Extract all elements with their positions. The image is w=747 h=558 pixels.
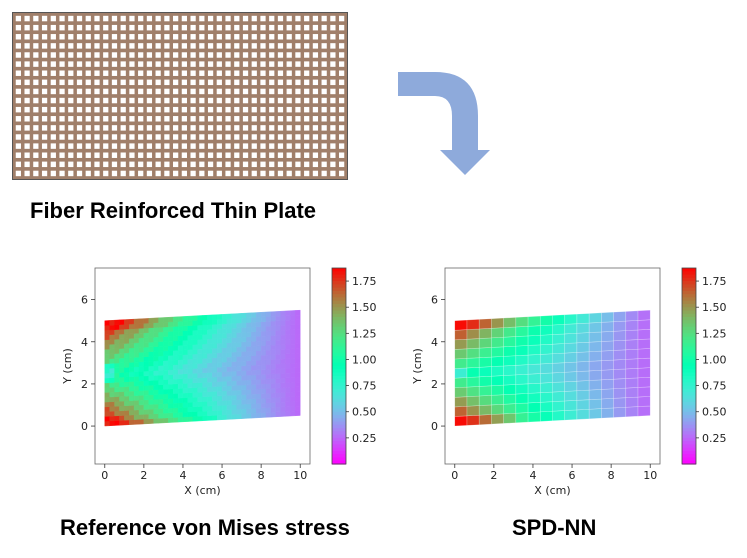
y-tick-label: 6 xyxy=(81,294,88,307)
colorbar-tick-label: 0.50 xyxy=(702,406,727,419)
colorbar-tick-label: 0.75 xyxy=(702,380,727,393)
colorbar-tick-label: 1.25 xyxy=(702,327,727,340)
x-axis-label: X (cm) xyxy=(534,484,570,497)
colorbar: 0.25 0.50 0.75 1.00 1.25 1.50 1.75 xyxy=(331,267,377,465)
arrow-shape xyxy=(398,72,490,175)
x-tick-label: 0 xyxy=(101,469,108,482)
x-tick-label: 4 xyxy=(529,469,536,482)
fiber-plate-caption: Fiber Reinforced Thin Plate xyxy=(30,198,317,223)
colorbar-tick-label: 1.00 xyxy=(702,353,727,366)
x-tick-label: 6 xyxy=(569,469,576,482)
colorbar-tick-label: 1.00 xyxy=(352,353,377,366)
curved-arrow-icon xyxy=(398,72,490,175)
colorbar-tick-label: 1.25 xyxy=(352,327,377,340)
y-tick-label: 0 xyxy=(81,420,88,433)
y-axis-label: Y (cm) xyxy=(411,348,424,385)
x-tick-label: 2 xyxy=(140,469,147,482)
x-tick-label: 10 xyxy=(643,469,657,482)
y-tick-label: 2 xyxy=(431,378,438,391)
x-tick-label: 8 xyxy=(608,469,615,482)
colorbar-tick-label: 1.75 xyxy=(702,275,727,288)
y-axis-label: Y (cm) xyxy=(61,348,74,385)
colorbar-tick-label: 0.25 xyxy=(352,432,377,445)
spd-nn-stress-plot: 0 2 4 6 8 10 0 2 4 6 X (cm) Y (cm) 0.25 0.50 0.75 1.00 1… xyxy=(411,267,727,497)
plate-body xyxy=(12,12,348,180)
y-tick-label: 4 xyxy=(81,336,88,349)
fiber-plate-figure xyxy=(12,12,348,180)
reference-stress-plot: 0 2 4 6 8 10 0 2 4 6 X (cm) Y (cm) 0.25 0.50 0.75 1.00 1… xyxy=(61,267,377,497)
x-tick-label: 0 xyxy=(451,469,458,482)
colorbar-tick-label: 0.50 xyxy=(352,406,377,419)
x-tick-label: 4 xyxy=(179,469,186,482)
spd-nn-caption: SPD-NN xyxy=(512,515,597,540)
stress-field xyxy=(454,309,651,427)
x-tick-label: 2 xyxy=(490,469,497,482)
colorbar: 0.25 0.50 0.75 1.00 1.25 1.50 1.75 xyxy=(681,267,727,465)
x-tick-label: 6 xyxy=(219,469,226,482)
x-tick-label: 8 xyxy=(258,469,265,482)
stress-field xyxy=(104,309,301,427)
y-tick-label: 4 xyxy=(431,336,438,349)
colorbar-tick-label: 0.25 xyxy=(702,432,727,445)
y-tick-label: 2 xyxy=(81,378,88,391)
fiber-cells xyxy=(15,15,345,177)
y-tick-label: 0 xyxy=(431,420,438,433)
colorbar-tick-label: 1.75 xyxy=(352,275,377,288)
colorbar-tick-label: 1.50 xyxy=(352,301,377,314)
x-axis-label: X (cm) xyxy=(184,484,220,497)
reference-caption: Reference von Mises stress xyxy=(60,515,350,540)
colorbar-tick-label: 0.75 xyxy=(352,380,377,393)
x-tick-label: 10 xyxy=(293,469,307,482)
colorbar-tick-label: 1.50 xyxy=(702,301,727,314)
y-tick-label: 6 xyxy=(431,294,438,307)
